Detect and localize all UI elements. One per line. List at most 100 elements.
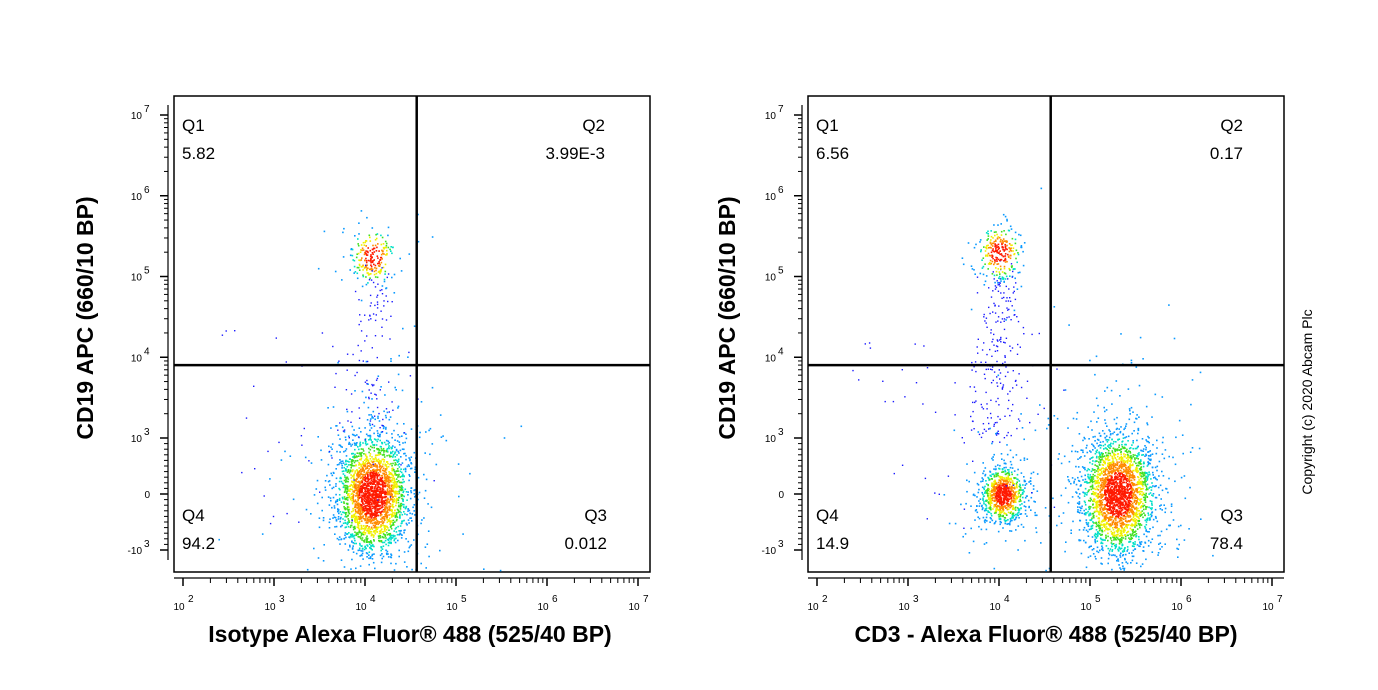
event-dot <box>370 265 373 268</box>
event-dot <box>1012 387 1014 389</box>
event-dot <box>1146 530 1149 533</box>
event-dot <box>1129 470 1132 472</box>
event-dot <box>1003 480 1005 483</box>
event-dot <box>397 493 400 495</box>
event-dot <box>405 454 407 457</box>
event-dot <box>395 513 398 516</box>
event-dot <box>371 503 373 505</box>
event-dot <box>1010 463 1013 466</box>
event-dot <box>1123 548 1125 551</box>
event-dot <box>1014 509 1017 511</box>
event-dot <box>370 470 372 472</box>
event-dot <box>391 452 393 454</box>
event-dot <box>366 466 369 468</box>
event-dot <box>413 325 416 327</box>
event-dot <box>371 494 373 497</box>
event-dot <box>346 508 348 510</box>
event-dot <box>418 436 421 439</box>
event-dot <box>966 463 968 465</box>
event-dot <box>974 519 976 521</box>
event-dot <box>397 434 399 436</box>
event-dot <box>365 360 368 363</box>
event-dot <box>994 305 996 307</box>
event-dot <box>1005 507 1008 509</box>
event-dot <box>379 477 382 479</box>
event-dot <box>978 505 981 507</box>
event-dot <box>381 267 383 269</box>
event-dot <box>355 567 357 570</box>
event-dot <box>1084 437 1086 440</box>
event-dot <box>991 489 993 492</box>
event-dot <box>410 487 412 489</box>
event-dot <box>352 496 355 498</box>
event-dot <box>1015 495 1017 497</box>
event-dot <box>390 525 392 527</box>
event-dot <box>995 512 997 514</box>
event-dot <box>370 545 372 548</box>
y-tick-label: 10 <box>131 434 143 445</box>
event-dot <box>1086 482 1088 484</box>
event-dot <box>380 460 382 463</box>
event-dot <box>1093 534 1096 536</box>
event-dot <box>981 480 984 482</box>
event-dot <box>221 334 224 336</box>
event-dot <box>983 501 985 503</box>
event-dot <box>989 490 991 493</box>
event-dot <box>1105 493 1108 496</box>
event-dot <box>355 460 357 462</box>
event-dot <box>389 556 392 558</box>
event-dot <box>1099 461 1102 463</box>
event-dot <box>371 476 374 479</box>
event-dot <box>394 464 396 466</box>
event-dot <box>986 520 988 522</box>
event-dot <box>396 454 398 456</box>
event-dot <box>324 486 326 489</box>
event-dot <box>1156 469 1158 472</box>
event-dot <box>368 508 371 511</box>
event-dot <box>992 496 994 499</box>
event-dot <box>1013 290 1015 293</box>
event-dot <box>988 488 990 490</box>
event-dot <box>362 494 365 496</box>
event-dot <box>379 289 381 292</box>
event-dot <box>399 510 401 513</box>
event-dot <box>407 540 410 543</box>
event-dot <box>403 531 405 534</box>
event-dot <box>1007 511 1010 514</box>
event-dot <box>998 485 1001 487</box>
event-dot <box>1092 449 1094 451</box>
event-dot <box>948 522 951 525</box>
event-dot <box>373 273 376 276</box>
event-dot <box>319 491 321 493</box>
event-dot <box>410 544 413 546</box>
event-dot <box>1084 474 1086 477</box>
event-dot <box>360 504 362 506</box>
event-dot <box>395 562 397 565</box>
event-dot <box>354 512 357 515</box>
event-dot <box>357 533 359 536</box>
event-dot <box>1145 530 1147 532</box>
event-dot <box>361 539 363 541</box>
event-dot <box>410 428 413 430</box>
event-dot <box>366 481 368 483</box>
event-dot <box>373 505 375 508</box>
event-dot <box>996 432 999 435</box>
event-dot <box>402 503 404 506</box>
event-dot <box>375 499 378 502</box>
event-dot <box>378 508 380 511</box>
event-dot <box>394 446 396 449</box>
event-dot <box>1096 510 1099 512</box>
event-dot <box>401 489 404 491</box>
event-dot <box>1011 347 1014 349</box>
event-dot <box>356 489 358 491</box>
event-dot <box>984 508 987 510</box>
event-dot <box>1177 556 1179 558</box>
event-dot <box>1007 278 1009 280</box>
event-dot <box>980 480 982 483</box>
event-dot <box>397 407 399 409</box>
event-dot <box>343 466 345 469</box>
event-dot <box>391 504 394 506</box>
event-dot <box>331 443 334 445</box>
event-dot <box>360 517 363 520</box>
event-dot <box>978 433 981 436</box>
